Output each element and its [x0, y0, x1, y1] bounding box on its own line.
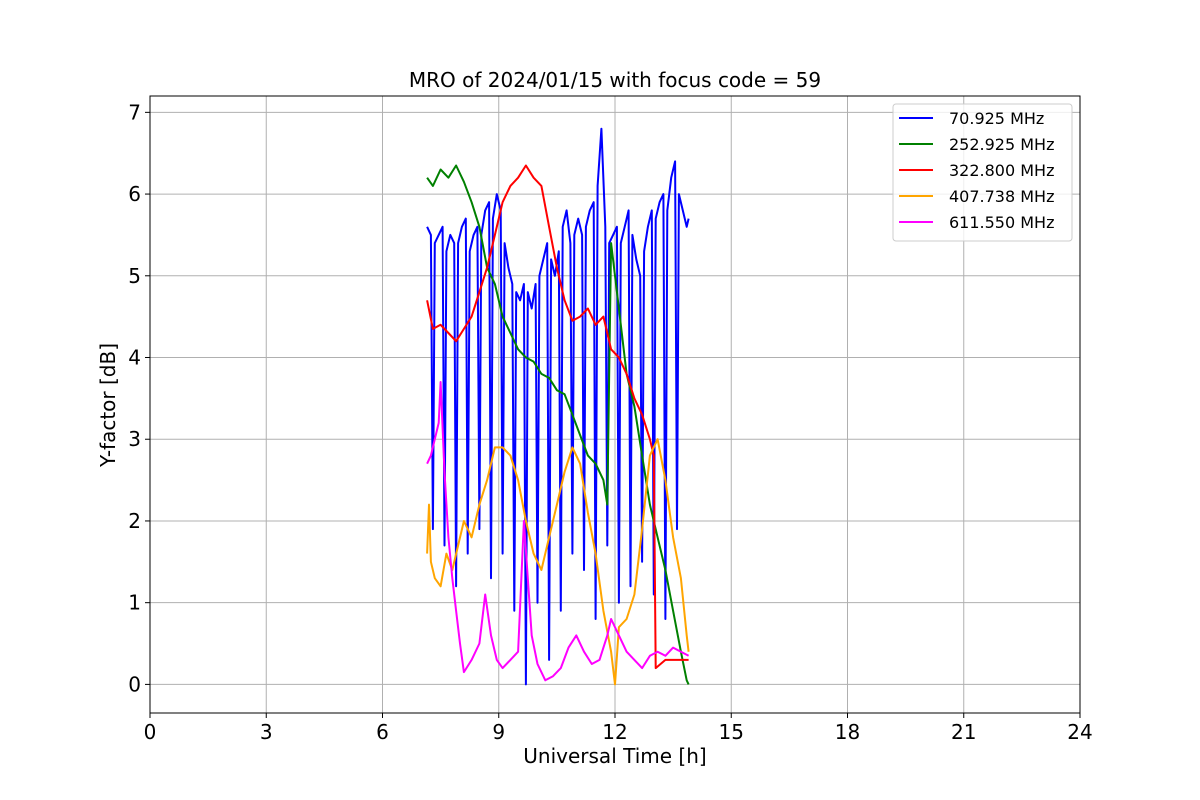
- y-tick-label: 3: [128, 427, 141, 451]
- x-tick-label: 15: [719, 720, 744, 744]
- legend-label: 407.738 MHz: [949, 187, 1054, 206]
- y-tick-label: 7: [128, 100, 141, 124]
- y-tick-label: 2: [128, 509, 141, 533]
- x-tick-label: 3: [260, 720, 273, 744]
- x-tick-label: 21: [951, 720, 976, 744]
- x-tick-label: 24: [1067, 720, 1092, 744]
- x-tick-label: 9: [492, 720, 505, 744]
- legend-label: 70.925 MHz: [949, 109, 1044, 128]
- legend-label: 611.550 MHz: [949, 213, 1054, 232]
- y-tick-label: 4: [128, 346, 141, 370]
- x-axis-label: Universal Time [h]: [523, 744, 706, 768]
- x-tick-label: 12: [602, 720, 627, 744]
- series-line-611-550-mhz: [426, 381, 690, 682]
- series-line-322-800-mhz: [426, 164, 689, 670]
- chart-title: MRO of 2024/01/15 with focus code = 59: [409, 68, 821, 92]
- y-axis-ticks: 0 1 2 3 4 5 6 7: [128, 100, 150, 696]
- series-line-70-925-mhz: [426, 127, 690, 686]
- legend-box: [892, 103, 1073, 242]
- legend-label: 252.925 MHz: [949, 135, 1054, 154]
- y-tick-label: 0: [128, 672, 141, 696]
- legend: 70.925 MHz 252.925 MHz 322.800 MHz 407.738 …: [892, 103, 1073, 242]
- y-tick-label: 5: [128, 264, 141, 288]
- y-tick-label: 1: [128, 591, 141, 615]
- x-tick-label: 18: [835, 720, 860, 744]
- y-axis-label: Y-factor [dB]: [96, 343, 120, 468]
- x-tick-label: 6: [376, 720, 389, 744]
- series-line-407-738-mhz: [426, 438, 690, 686]
- legend-label: 322.800 MHz: [949, 161, 1054, 180]
- x-tick-label: 0: [144, 720, 157, 744]
- y-tick-label: 6: [128, 182, 141, 206]
- series-line-252-925-mhz: [426, 164, 690, 685]
- x-axis-ticks: 0 3 6 9 12 15 18 21 24: [144, 713, 1093, 744]
- series-lines: [426, 127, 690, 686]
